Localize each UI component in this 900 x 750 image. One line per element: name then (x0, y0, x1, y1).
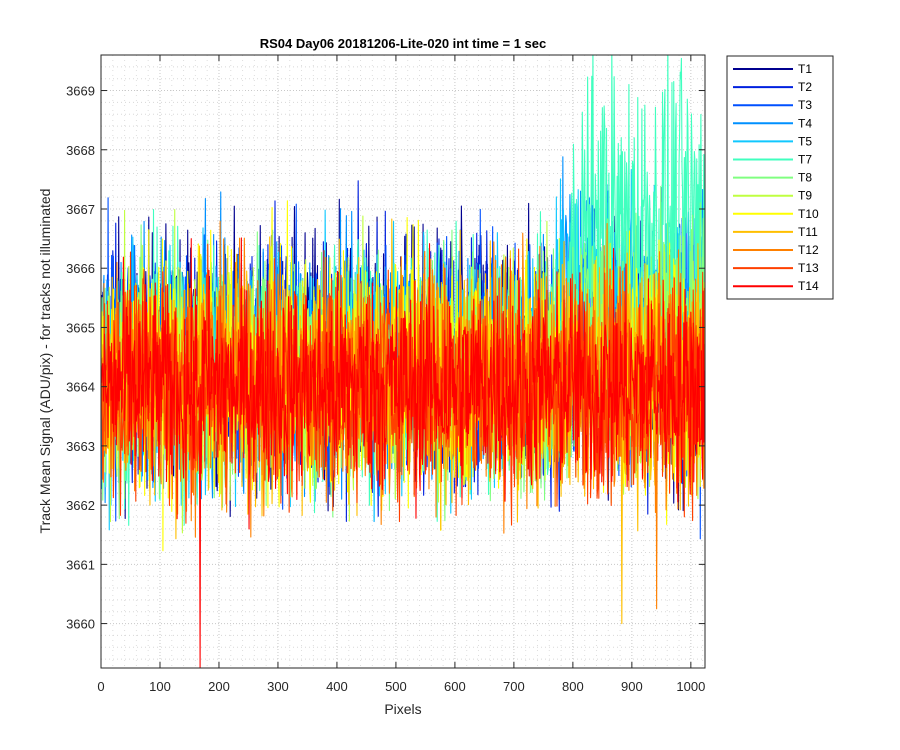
legend-label-t5: T5 (798, 134, 812, 148)
x-tick-label: 200 (208, 679, 230, 694)
y-tick-label: 3668 (66, 143, 95, 158)
plot-area (101, 55, 705, 668)
legend-label-t14: T14 (798, 279, 819, 293)
x-tick-label: 300 (267, 679, 289, 694)
x-axis-ticks: 0 100 200 300 400 500 600 700 800 900 1000 (97, 55, 705, 694)
legend-label-t1: T1 (798, 62, 812, 76)
series-lines (101, 55, 705, 668)
legend-label-t2: T2 (798, 80, 812, 94)
y-tick-label: 3664 (66, 380, 95, 395)
legend-label-t10: T10 (798, 207, 819, 221)
legend-label-t3: T3 (798, 98, 812, 112)
x-tick-label: 500 (385, 679, 407, 694)
x-tick-label: 700 (503, 679, 525, 694)
y-tick-label: 3665 (66, 320, 95, 335)
legend-label-t11: T11 (798, 225, 818, 239)
legend: T1 T2 T3 T4 T5 T7 T8 T9 T10 T11 T12 T13 T14 (726, 55, 834, 300)
y-axis-ticks: 3660 3661 3662 3663 3664 3665 3666 3667 3668 3669 (66, 84, 705, 632)
chart-title: RS04 Day06 20181206-Lite-020 int time = … (260, 36, 547, 51)
series-line-t14 (101, 237, 705, 668)
x-tick-label: 800 (562, 679, 584, 694)
y-tick-label: 3666 (66, 261, 95, 276)
x-tick-label: 0 (97, 679, 104, 694)
y-axis-label: Track Mean Signal (ADU/pix) - for tracks… (37, 189, 53, 534)
plot-frame (100, 54, 706, 669)
legend-label-t4: T4 (798, 116, 812, 130)
y-tick-label: 3669 (66, 84, 95, 99)
y-tick-label: 3662 (66, 498, 95, 513)
x-tick-label: 100 (149, 679, 171, 694)
legend-label-t12: T12 (798, 243, 819, 257)
y-tick-label: 3663 (66, 439, 95, 454)
y-tick-label: 3661 (66, 557, 95, 572)
legend-label-t13: T13 (798, 261, 819, 275)
x-axis-label: Pixels (384, 701, 421, 717)
x-tick-label: 400 (326, 679, 348, 694)
legend-label-t7: T7 (798, 153, 812, 167)
y-tick-label: 3660 (66, 617, 95, 632)
y-tick-label: 3667 (66, 202, 95, 217)
legend-label-t9: T9 (798, 189, 812, 203)
x-tick-label: 1000 (676, 679, 705, 694)
legend-label-t8: T8 (798, 171, 812, 185)
x-tick-label: 600 (444, 679, 466, 694)
x-tick-label: 900 (621, 679, 643, 694)
